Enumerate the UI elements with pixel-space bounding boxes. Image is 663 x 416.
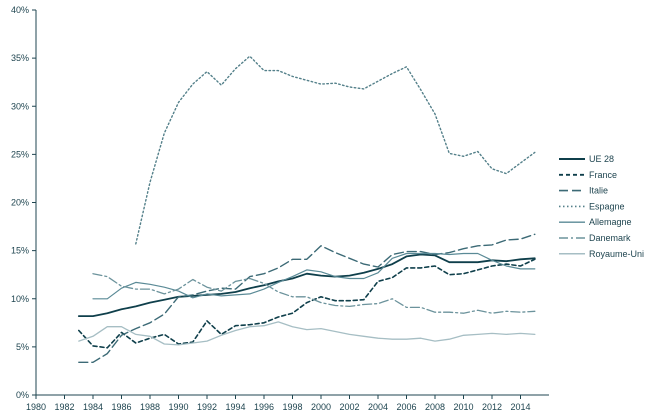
x-tick-label: 1994 bbox=[225, 402, 245, 412]
series-line-france bbox=[78, 258, 536, 349]
y-tick-label: 20% bbox=[11, 198, 29, 208]
x-tick-label: 1990 bbox=[168, 402, 188, 412]
series-line-royaume-uni bbox=[78, 321, 536, 346]
legend-label-allemagne: Allemagne bbox=[589, 217, 632, 227]
x-tick-label: 2012 bbox=[482, 402, 502, 412]
x-tick-label: 2000 bbox=[311, 402, 331, 412]
x-tick-label: 1982 bbox=[54, 402, 74, 412]
series-line-allemagne bbox=[92, 252, 536, 300]
x-tick-label: 2008 bbox=[425, 402, 445, 412]
x-tick-label: 1996 bbox=[254, 402, 274, 412]
y-tick-label: 15% bbox=[11, 246, 29, 256]
x-tick-label: 2006 bbox=[396, 402, 416, 412]
x-tick-label: 1992 bbox=[197, 402, 217, 412]
y-tick-label: 40% bbox=[11, 5, 29, 15]
y-tick-label: 0% bbox=[16, 390, 29, 400]
legend-label-france: France bbox=[589, 170, 617, 180]
series-line-ue-28 bbox=[77, 253, 536, 318]
legend-label-ue-28: UE 28 bbox=[589, 154, 614, 164]
legend-label-italie: Italie bbox=[589, 186, 608, 196]
x-tick-label: 2010 bbox=[453, 402, 473, 412]
y-tick-label: 25% bbox=[11, 149, 29, 159]
y-tick-label: 10% bbox=[11, 294, 29, 304]
x-tick-label: 1980 bbox=[26, 402, 46, 412]
axes bbox=[35, 10, 549, 396]
legend: UE 28 France Italie Espagne Allemagne Danemar… bbox=[559, 154, 644, 259]
x-tick-label: 1986 bbox=[111, 402, 131, 412]
x-tick-label: 2004 bbox=[368, 402, 388, 412]
legend-label-royaume-uni: Royaume-Uni bbox=[589, 249, 644, 259]
y-axis-ticks: 0% 5% 10% 15% 20% 25% 30% 35% 40% bbox=[11, 5, 36, 400]
series-line-danemark bbox=[92, 273, 536, 314]
legend-label-espagne: Espagne bbox=[589, 201, 625, 211]
x-tick-label: 1988 bbox=[140, 402, 160, 412]
x-tick-label: 1984 bbox=[83, 402, 103, 412]
y-tick-label: 30% bbox=[11, 101, 29, 111]
x-tick-label: 2002 bbox=[339, 402, 359, 412]
y-tick-label: 5% bbox=[16, 342, 29, 352]
x-axis-ticks: 1980 1982 1984 1986 1988 1990 1992 1994 1996 1998… bbox=[26, 395, 531, 412]
y-tick-label: 35% bbox=[11, 53, 29, 63]
series-line-espagne bbox=[135, 55, 536, 245]
series-line-italie bbox=[78, 233, 536, 363]
series-lines bbox=[77, 55, 536, 363]
x-tick-label: 2014 bbox=[510, 402, 530, 412]
legend-label-danemark: Danemark bbox=[589, 233, 631, 243]
x-tick-label: 1998 bbox=[282, 402, 302, 412]
